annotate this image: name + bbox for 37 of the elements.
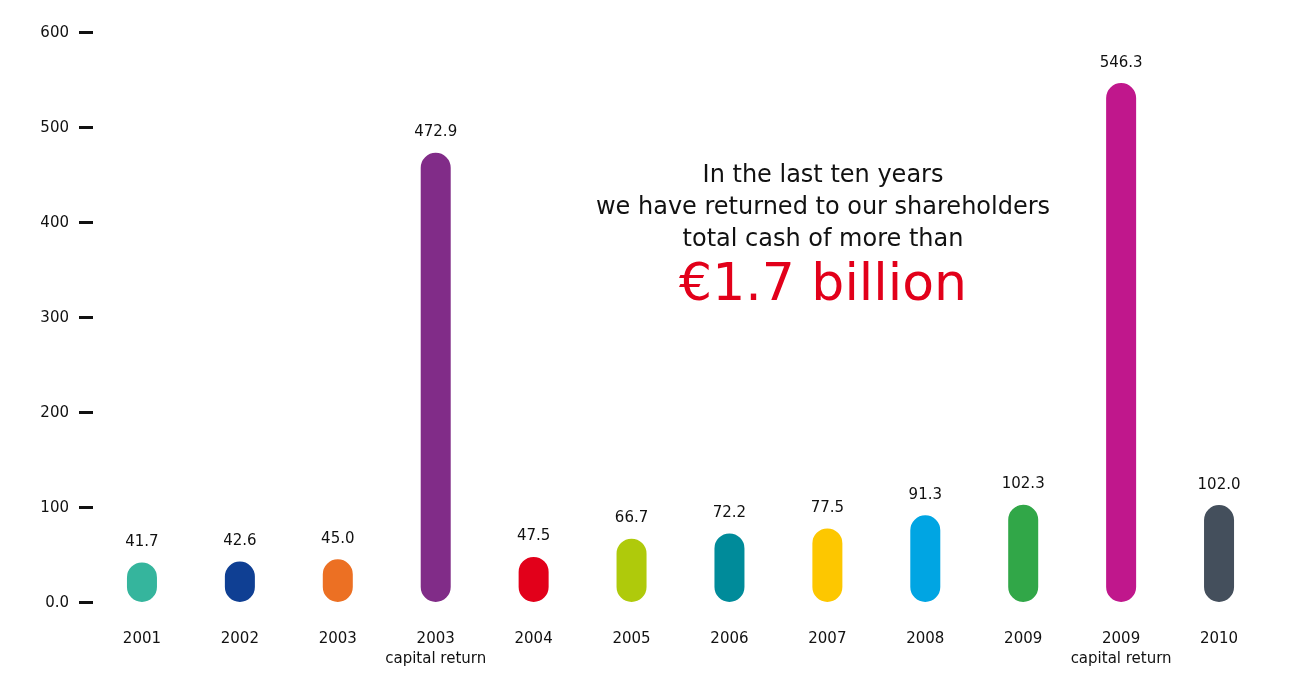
data-label: 546.3 xyxy=(1099,52,1143,71)
data-label: 41.7 xyxy=(125,531,159,550)
data-label: 91.3 xyxy=(908,484,942,503)
y-tick-label: 0.0 xyxy=(45,593,69,611)
y-tick-label: 600 xyxy=(40,23,69,41)
x-tick-label: 2007 xyxy=(808,629,847,647)
x-tick-label: 2010 xyxy=(1199,629,1239,647)
x-tick-label: 2006 xyxy=(710,629,749,647)
data-label: 102.3 xyxy=(1001,474,1045,493)
x-tick-label: 2001 xyxy=(122,629,162,647)
annotation: €1.7 billion xyxy=(679,252,967,312)
y-tick-label: 100 xyxy=(40,498,69,516)
annotation: In the last ten years we have returned to our shareholders total cash of more than xyxy=(595,160,1051,252)
y-tick-label: 500 xyxy=(40,118,69,136)
data-label: 42.6 xyxy=(223,531,257,550)
x-tick-label: 2005 xyxy=(612,629,651,647)
y-tick-label: 200 xyxy=(40,403,69,421)
data-label: 47.5 xyxy=(516,526,551,545)
data-label: 102.0 xyxy=(1197,474,1241,493)
x-tick-label: 2003 capital return xyxy=(385,629,487,667)
x-tick-label: 2004 xyxy=(514,629,553,647)
data-label: 77.5 xyxy=(810,497,845,516)
bar xyxy=(1008,504,1039,602)
data-label: 472.9 xyxy=(414,122,458,141)
x-tick-label: 2002 xyxy=(220,629,259,647)
data-label: 72.2 xyxy=(712,502,747,521)
x-tick-label: 2003 xyxy=(318,629,357,647)
bar xyxy=(1106,83,1137,602)
y-tick-label: 300 xyxy=(40,308,69,326)
data-label: 66.7 xyxy=(614,508,649,527)
data-label: 45.0 xyxy=(321,528,355,547)
x-tick-label: 2009 capital return xyxy=(1070,629,1172,667)
bar xyxy=(1204,505,1235,602)
y-tick-label: 400 xyxy=(40,213,69,231)
bar xyxy=(420,152,451,602)
x-tick-label: 2008 xyxy=(906,629,945,647)
x-tick-label: 2009 xyxy=(1004,629,1043,647)
